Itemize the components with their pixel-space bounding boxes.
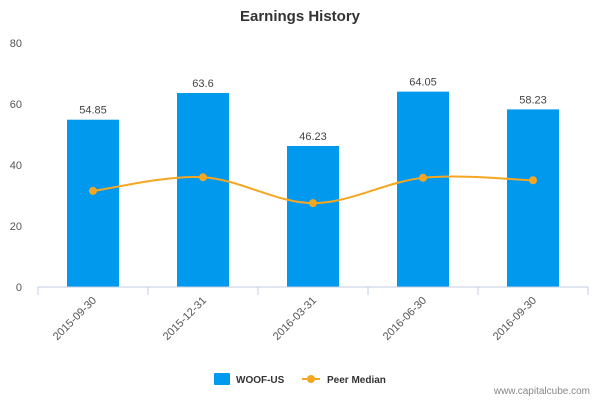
x-tick-label: 2016-09-30	[491, 295, 539, 343]
y-tick-label: 60	[10, 99, 22, 111]
legend-item-woof-us[interactable]: WOOF-US	[214, 373, 285, 386]
y-tick-label: 20	[10, 221, 22, 233]
peer-median-point-2015-09-30[interactable]	[89, 186, 97, 195]
peer-median-point-2016-03-31[interactable]	[309, 199, 317, 208]
bar-data-labels: 54.85 63.6 46.23 64.05 58.23	[79, 77, 547, 143]
peer-median-point-2015-12-31[interactable]	[199, 173, 207, 182]
legend: WOOF-US Peer Median	[214, 373, 386, 386]
x-tick-label: 2016-03-31	[271, 295, 319, 343]
x-tick-label: 2015-09-30	[51, 295, 99, 343]
y-tick-label: 80	[10, 38, 22, 50]
y-tick-label: 0	[16, 282, 22, 294]
bar-2016-03-31[interactable]	[287, 145, 339, 287]
legend-label-woof-us: WOOF-US	[236, 375, 285, 386]
bar-data-label: 54.85	[79, 105, 107, 117]
legend-swatch-peer-median-marker	[307, 375, 315, 383]
peer-median-point-2016-06-30[interactable]	[419, 173, 427, 182]
bar-2015-09-30[interactable]	[67, 119, 119, 288]
chart-title: Earnings History	[240, 8, 361, 25]
line-series-peer-median	[89, 173, 537, 208]
y-axis: 0 20 40 60 80	[10, 38, 22, 294]
bar-data-label: 58.23	[519, 94, 547, 106]
bar-2016-09-30[interactable]	[507, 109, 559, 287]
peer-median-point-2016-09-30[interactable]	[529, 176, 537, 185]
x-tick-labels: 2015-09-30 2015-12-31 2016-03-31 2016-06-30…	[51, 295, 539, 343]
x-tick-label: 2016-06-30	[381, 295, 429, 343]
bar-data-label: 64.05	[409, 77, 437, 89]
bar-2016-06-30[interactable]	[397, 91, 449, 288]
legend-item-peer-median[interactable]: Peer Median	[302, 375, 386, 386]
bar-data-label: 63.6	[192, 78, 213, 90]
source-credit: www.capitalcube.com	[493, 386, 590, 397]
bar-2015-12-31[interactable]	[177, 93, 229, 288]
legend-label-peer-median: Peer Median	[327, 375, 386, 386]
x-axis	[37, 286, 589, 295]
bar-series-woof-us	[67, 91, 559, 288]
legend-swatch-woof-us	[214, 373, 230, 385]
bar-data-label: 46.23	[299, 131, 327, 143]
y-tick-label: 40	[10, 160, 22, 172]
x-tick-label: 2015-12-31	[161, 295, 209, 343]
